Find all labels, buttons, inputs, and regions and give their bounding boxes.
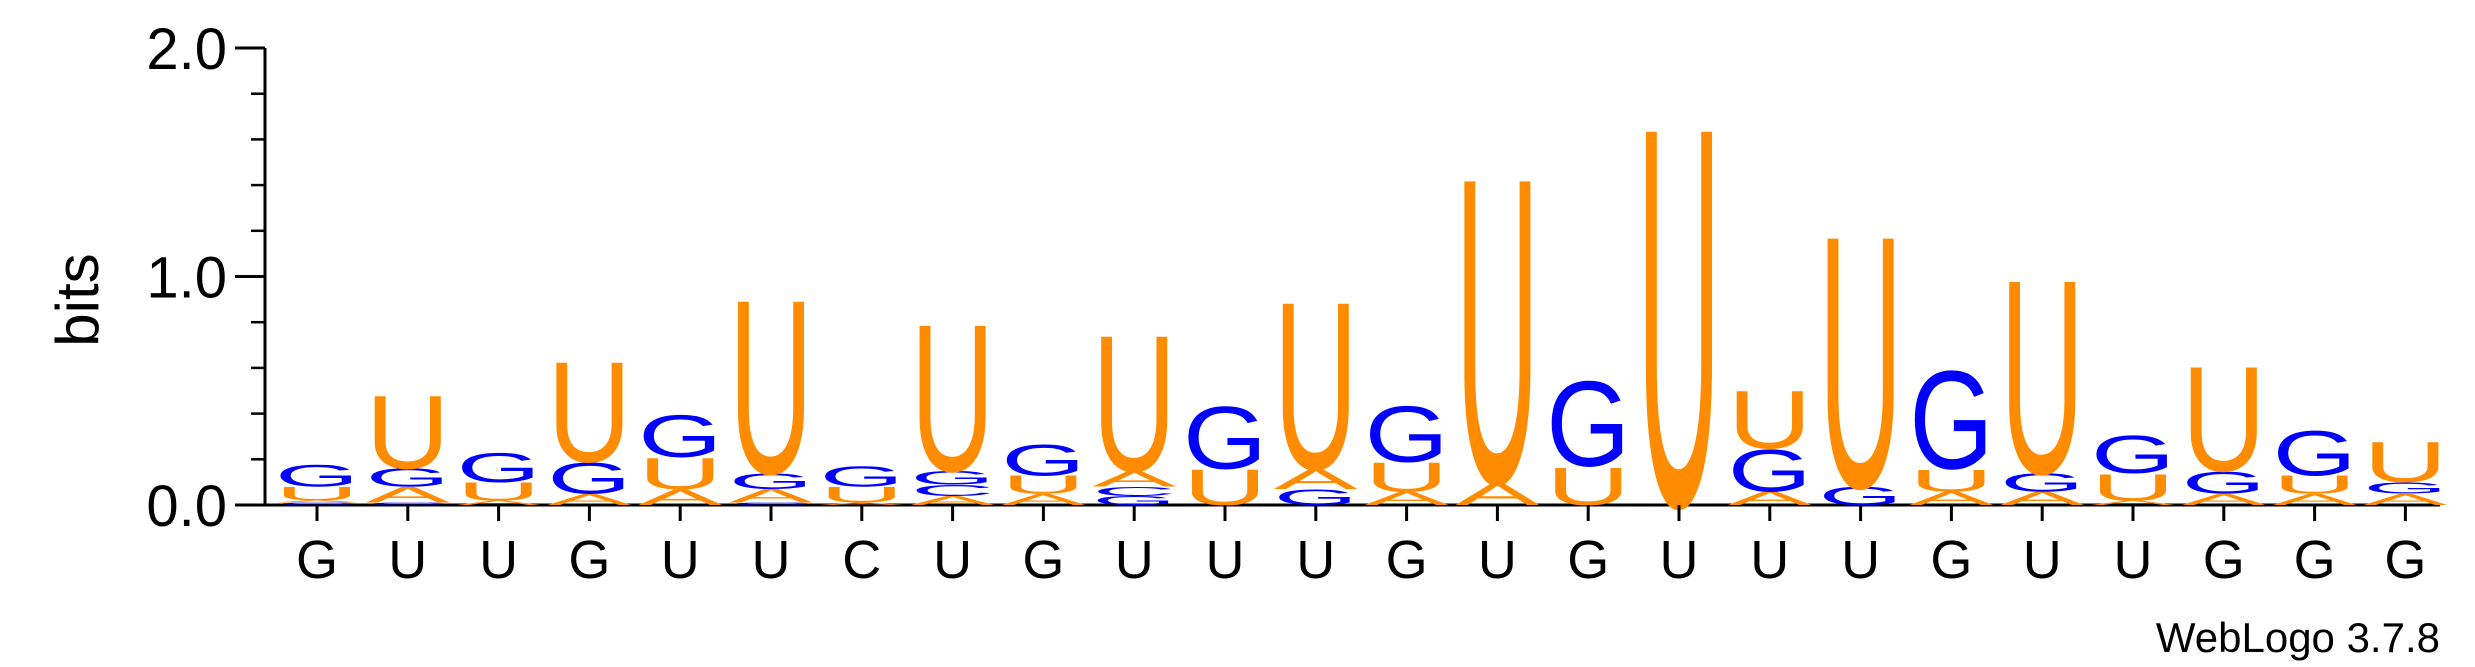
logo-letter-C: C: [366, 502, 450, 506]
logo-letter-U: U: [1728, 374, 1812, 466]
logo-letter-U: U: [366, 374, 450, 492]
x-tick-label: U: [1841, 530, 1880, 590]
x-tick-label: U: [661, 530, 700, 590]
logo-letter-G: G: [729, 469, 813, 494]
x-tick-label: U: [933, 530, 972, 590]
x-tick-label: G: [1022, 530, 1064, 590]
x-tick-label: G: [1567, 530, 1609, 590]
logo-letter-U: U: [1455, 86, 1539, 575]
y-ticks: 0.0 1.0 2.0: [146, 17, 265, 539]
x-tick-label: U: [1296, 530, 1335, 590]
x-tick-label: C: [842, 530, 881, 590]
weblogo-credit: WebLogo 3.7.8: [2156, 614, 2440, 661]
x-tick-label: U: [2023, 530, 2062, 590]
logo-letter-A: A: [1092, 467, 1177, 492]
logo-letter-G: G: [820, 461, 904, 493]
logo-letter-A: A: [1274, 463, 1358, 495]
x-tick-label: G: [2384, 530, 2426, 590]
logo-letter-G: G: [2000, 468, 2084, 497]
x-tick-label: U: [479, 530, 518, 590]
logo-letter-U: U: [2273, 471, 2357, 500]
logo-letter-G: G: [911, 467, 995, 488]
logo-letter-U: U: [1092, 295, 1176, 512]
x-tick-label: U: [1115, 530, 1154, 590]
logo-letter-U: U: [2182, 337, 2266, 504]
x-tick-label: U: [1750, 530, 1789, 590]
logo-letter-A: A: [547, 491, 631, 509]
y-tick-label: 2.0: [146, 17, 227, 82]
logo-letter-C: C: [911, 481, 995, 499]
x-tick-label: G: [2203, 530, 2245, 590]
x-tick-label: U: [388, 530, 427, 590]
logo-letter-U: U: [1001, 471, 1085, 500]
logo-letter-G: G: [366, 464, 450, 493]
logo-letter-A: A: [1001, 491, 1085, 509]
logo-letter-U: U: [729, 249, 813, 527]
logo-letter-G: G: [2091, 425, 2175, 485]
logo-letter-A: A: [2000, 488, 2084, 509]
logo-letter-A: A: [1365, 488, 1449, 509]
logo-letter-G: G: [638, 402, 722, 470]
logo-letter-U: U: [638, 448, 722, 498]
logo-letter-U: U: [547, 332, 631, 492]
y-tick-label: 0.0: [146, 474, 227, 539]
logo-letter-U: U: [911, 281, 995, 516]
logo-letter-G: G: [1909, 342, 1993, 499]
logo-letter-A: A: [1728, 488, 1812, 509]
logo-letter-G: G: [1092, 494, 1176, 508]
logo-letter-A: A: [1909, 488, 1993, 509]
logo-letter-A: A: [911, 493, 995, 507]
x-tick-label: G: [1386, 530, 1428, 590]
logo-letter-A: A: [2363, 491, 2447, 509]
logo-letter-G: G: [1183, 388, 1267, 488]
logo-letter-G: G: [1728, 437, 1812, 505]
x-tick-label: U: [1206, 530, 1245, 590]
x-tick-label: G: [1930, 530, 1972, 590]
logo-letter-U: U: [1274, 252, 1358, 519]
x-tick-label: G: [2294, 530, 2336, 590]
logo-letter-G: G: [1546, 357, 1630, 492]
logo-letter-A: A: [2091, 499, 2176, 506]
logo-letter-U: U: [275, 483, 359, 504]
logo-letter-G: G: [2363, 479, 2447, 497]
logo-letter-C: C: [729, 502, 813, 506]
logo-letter-G: G: [2273, 418, 2357, 489]
logo-letter-A: A: [2273, 491, 2357, 509]
x-tick-label: U: [1660, 530, 1699, 590]
logo-letter-A: A: [820, 502, 905, 506]
logo-letter-G: G: [2182, 465, 2266, 501]
logo-letter-A: A: [2182, 491, 2266, 509]
logo-letter-G: G: [1365, 390, 1449, 479]
x-tick-label: U: [2114, 530, 2153, 590]
logo-letter-G: G: [275, 458, 359, 494]
logo-letter-C: C: [1092, 484, 1176, 498]
logo-letter-A: A: [275, 500, 360, 504]
y-axis-title: bits: [44, 253, 111, 346]
logo-letter-U: U: [2363, 431, 2447, 495]
logo-letter-G: G: [457, 445, 541, 491]
logo-letter-A: A: [457, 499, 542, 506]
logo-letter-C: C: [275, 502, 359, 506]
logo-letter-U: U: [820, 482, 904, 507]
logo-letter-A: A: [729, 485, 813, 506]
logo-letter-U: U: [1909, 463, 1993, 499]
logo-letter-U: U: [457, 477, 541, 506]
x-tick-label: U: [1478, 530, 1517, 590]
logo-letter-G: G: [1001, 435, 1085, 485]
logo-letter-U: U: [2000, 223, 2084, 533]
logo-letter-U: U: [1819, 160, 1903, 564]
x-tick-label: G: [568, 530, 610, 590]
logo-letter-A: A: [366, 483, 451, 508]
y-tick-label: 1.0: [146, 246, 227, 311]
logo-letter-G: G: [547, 453, 631, 503]
logo-letter-U: U: [2091, 466, 2175, 508]
x-tick-label: U: [752, 530, 791, 590]
x-tick-label: G: [296, 530, 338, 590]
logo-letter-U: U: [1365, 454, 1449, 501]
